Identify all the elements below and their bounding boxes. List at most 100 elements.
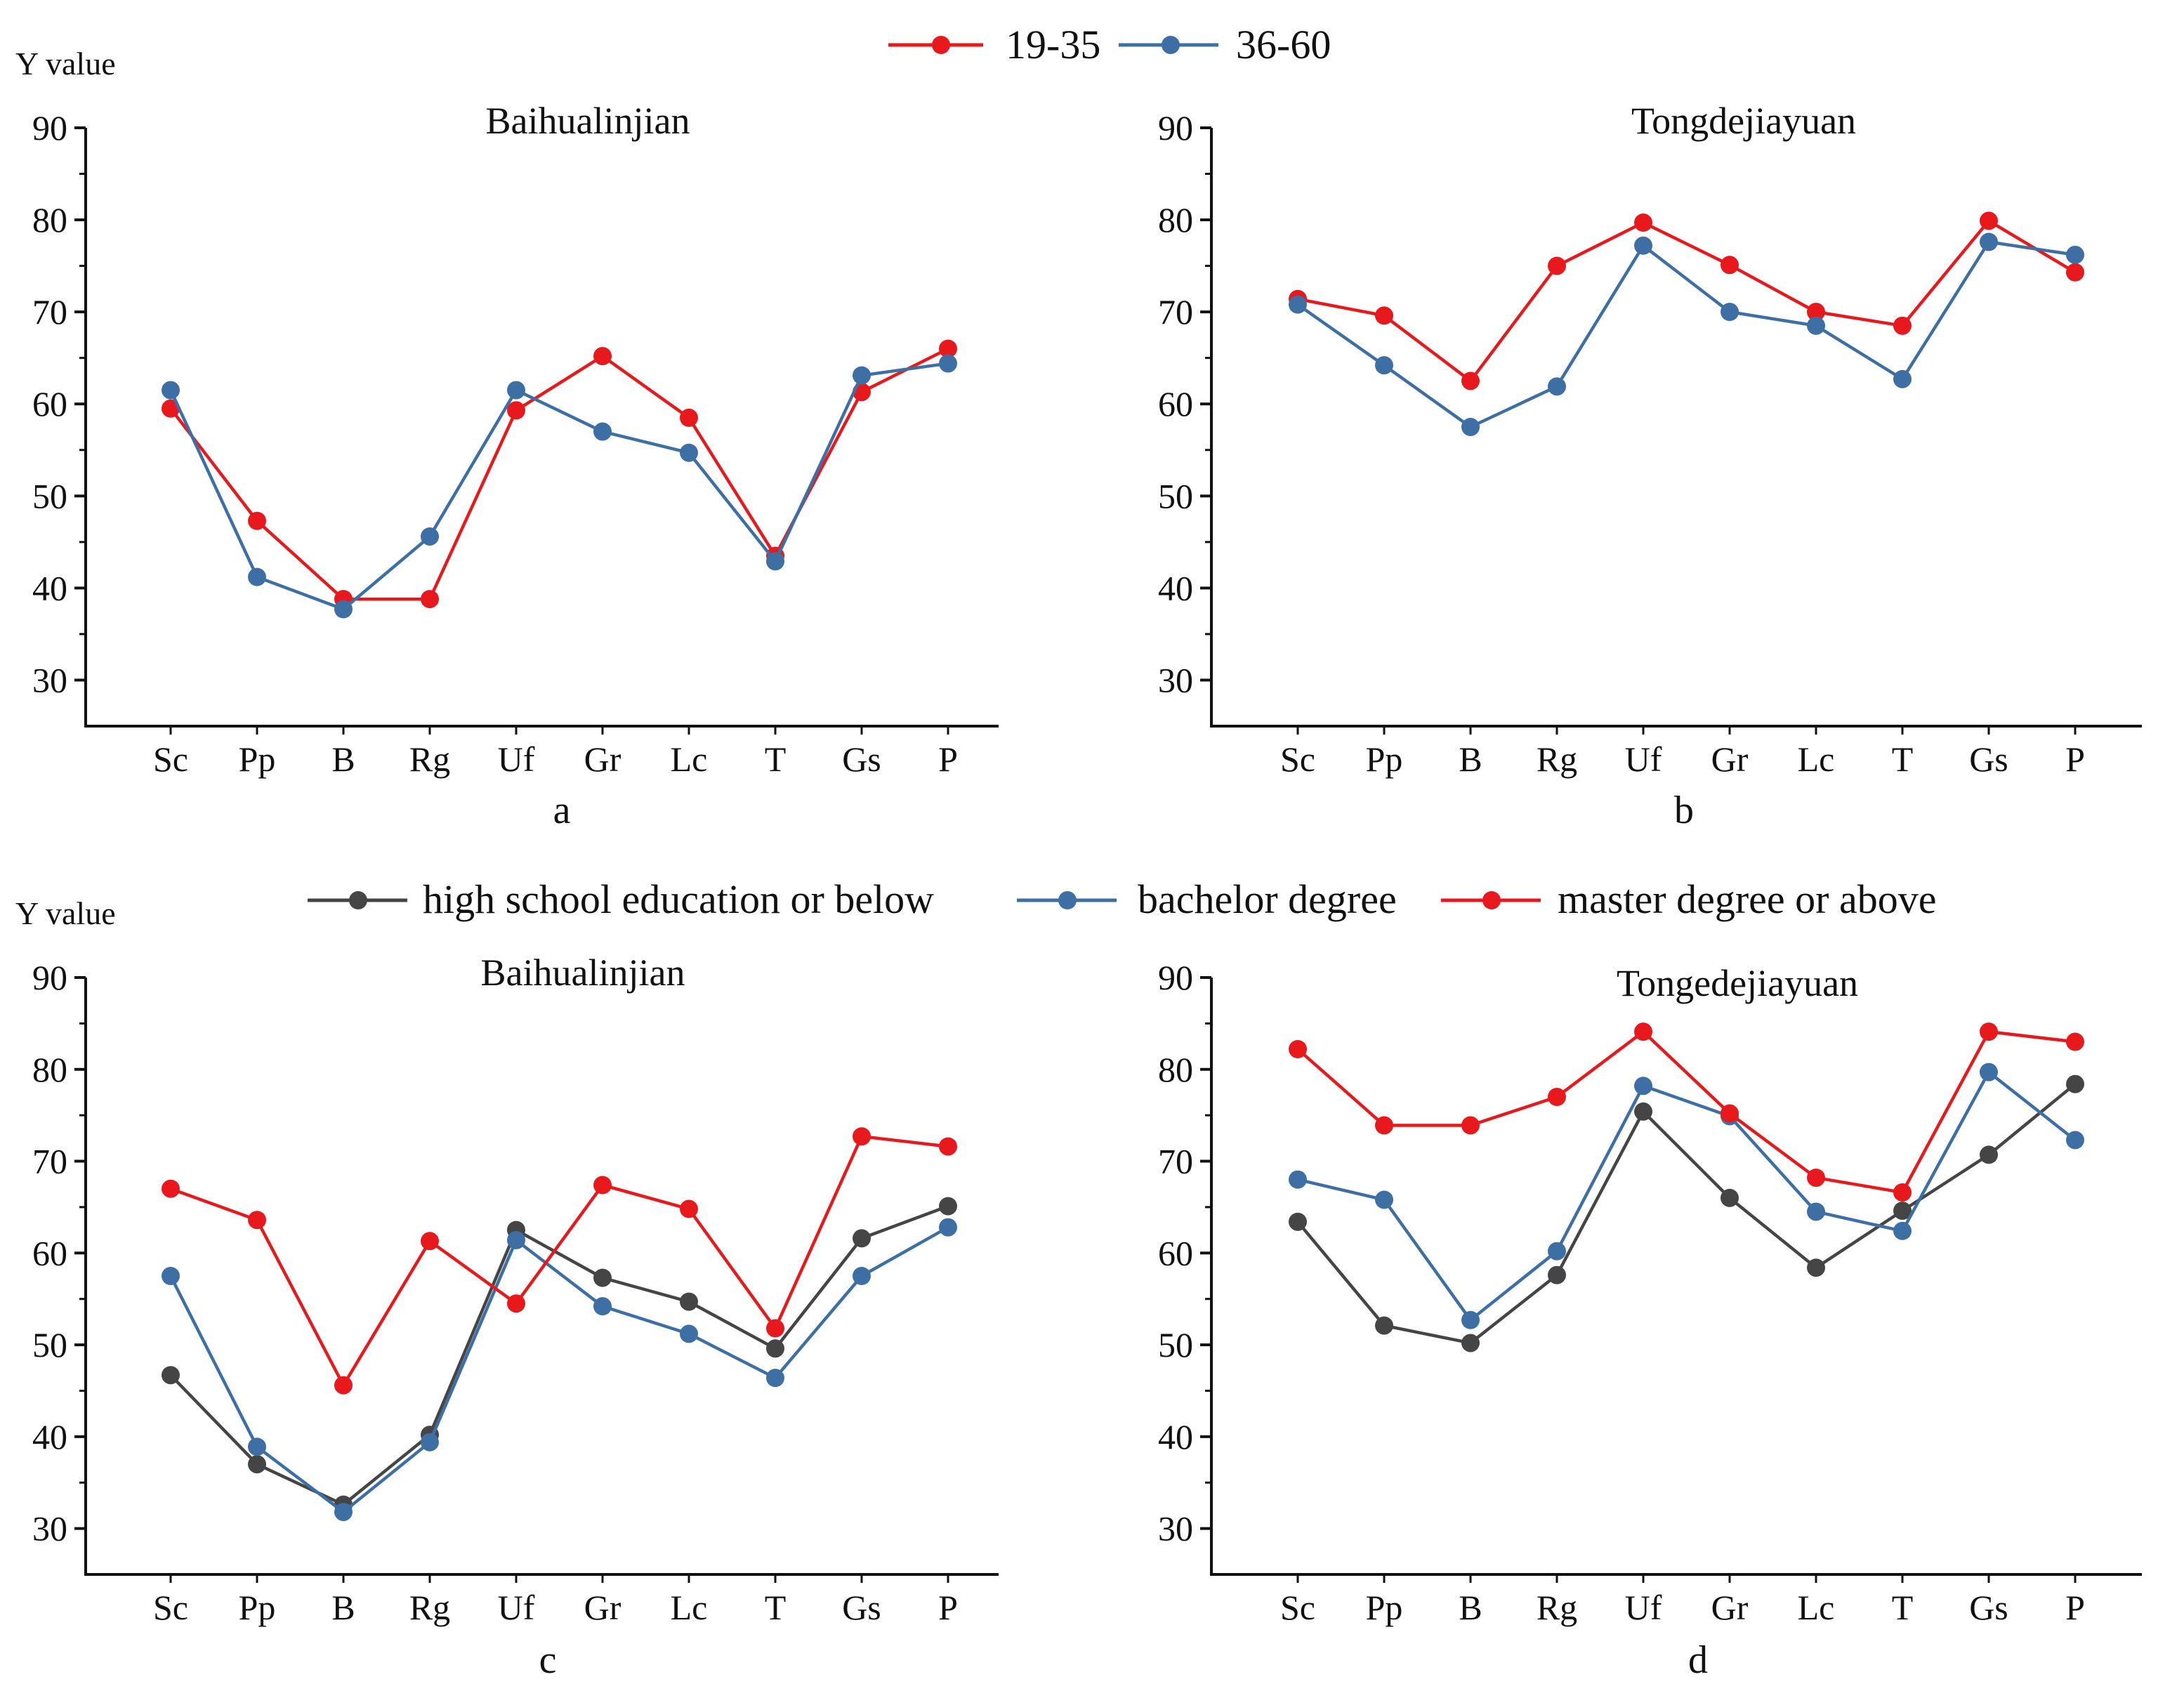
x-tick-label-b: B [1459,739,1482,779]
y-axis-label-bottom: Y value [15,895,116,931]
panel-letter: a [553,789,571,832]
y-tick-label: 80 [32,1050,67,1089]
x-tick-label-t: T [765,1588,787,1627]
data-point-b [1461,1116,1480,1135]
x-tick-label-rg: Rg [1537,739,1577,779]
data-point-sc [162,1179,180,1198]
data-point-rg [421,1232,439,1251]
legend-age: 19-35 36-60 [888,22,1331,67]
x-tick-label-lc: Lc [671,1588,708,1627]
x-tick-label-gr: Gr [1711,739,1749,779]
x-tick-label-lc: Lc [1798,739,1835,779]
data-point-b [334,1376,353,1395]
y-tick-label: 60 [1158,384,1193,423]
data-point-gr [593,422,612,441]
x-tick-label-gr: Gr [584,1588,621,1627]
x-tick-label-gr: Gr [1711,1588,1749,1627]
x-tick-label-rg: Rg [409,1588,450,1627]
data-point-p [939,1197,957,1216]
data-point-p [939,1218,957,1237]
data-point-pp [1375,1316,1393,1335]
data-point-gr [593,1268,612,1287]
x-tick-label-sc: Sc [153,739,188,779]
data-point-pp [1375,1116,1393,1135]
data-point-pp [248,511,266,530]
x-tick-label-uf: Uf [1625,1588,1662,1627]
data-point-uf [507,1294,525,1313]
series-line [1296,240,2076,429]
y-tick-label: 50 [1158,1325,1193,1364]
legend-label-high-school: high school education or below [423,876,934,922]
series-36-60 [162,354,957,619]
data-point-pp [248,1455,266,1474]
x-tick-label-p: P [2065,1588,2085,1627]
data-point-pp [248,1211,266,1230]
y-tick-label: 40 [32,1417,67,1456]
data-point-uf [507,381,525,400]
data-point-gr [1721,1104,1739,1123]
data-point-b [1461,371,1480,390]
data-point-sc [1289,1212,1307,1231]
x-tick-label-gr: Gr [584,739,621,779]
y-tick-label: 50 [1158,476,1193,515]
data-point-sc [162,399,180,418]
y-tick-label: 80 [1158,200,1193,239]
x-tick-label-uf: Uf [498,739,535,779]
legend-marker-36-60 [1162,36,1180,54]
series-master-degree-or-above [1289,1022,2084,1202]
x-tick-label-b: B [331,739,355,779]
x-tick-label-p: P [938,1588,958,1627]
x-tick-label-p: P [938,739,958,779]
data-point-uf [507,1231,525,1249]
data-point-p [939,354,957,373]
data-point-lc [680,1324,698,1343]
data-point-b [1461,1334,1480,1353]
y-tick-label: 30 [32,1509,67,1548]
data-point-pp [248,1437,266,1456]
x-tick-label-lc: Lc [1798,1588,1835,1627]
series-19-35 [162,339,957,609]
data-point-pp [1375,306,1393,325]
panel-d: 30 40 50 60 70 80 90 Sc Pp B Rg Uf Gr Lc T Gs P Tongedeji… [1158,958,2142,1682]
series-line [170,1134,949,1387]
data-point-sc [162,1267,180,1285]
data-point-gr [593,1176,612,1195]
y-tick-label: 60 [1158,1233,1193,1272]
data-point-rg [1548,1088,1566,1106]
y-axis-label-top: Y value [15,46,116,81]
legend-marker-bachelor [1058,891,1077,909]
data-point-t [1893,316,1912,335]
x-tick-label-uf: Uf [498,1588,535,1627]
x-tick-label-gs: Gs [842,1588,881,1627]
data-point-b [334,1503,353,1522]
data-point-rg [421,1433,439,1452]
panel-title: Tongdejiayuan [1631,100,1856,142]
data-point-lc [680,1199,698,1218]
data-point-t [1893,1183,1912,1202]
data-point-rg [1548,256,1566,275]
y-tick-label: 90 [32,108,67,147]
data-point-rg [1548,377,1566,396]
y-tick-label: 40 [1158,1417,1193,1456]
data-point-b [1461,418,1480,436]
data-point-b [1461,1310,1480,1329]
data-point-pp [248,567,266,586]
data-point-t [766,552,784,571]
data-point-lc [680,1292,698,1311]
legend-label-master: master degree or above [1558,876,1936,922]
data-point-uf [1634,1102,1652,1121]
data-point-sc [1289,1170,1307,1189]
data-point-lc [680,443,698,462]
x-tick-label-t: T [765,739,787,779]
data-point-gs [1980,1145,1998,1164]
series-bachelor-degree [1289,1062,2084,1329]
y-tick-label: 30 [1158,1509,1193,1548]
panel-letter: d [1688,1638,1708,1682]
y-tick-label: 90 [1158,958,1193,997]
data-point-rg [1548,1242,1566,1261]
x-tick-label-rg: Rg [1537,1588,1577,1627]
y-tick-label: 70 [1158,292,1193,331]
x-tick-label-lc: Lc [671,739,708,779]
data-point-gs [1980,1022,1998,1041]
data-point-lc [1807,1258,1825,1277]
